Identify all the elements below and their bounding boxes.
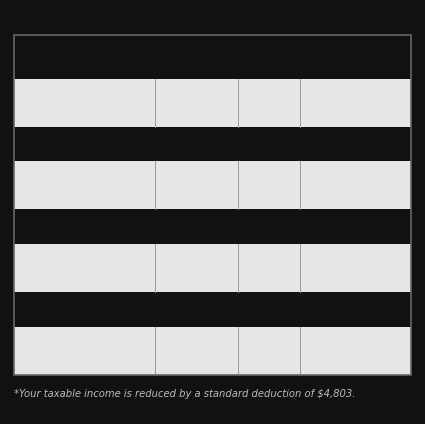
Text: 8%: 8%	[258, 262, 280, 275]
Text: *Your taxable income is reduced by a standard deduction of $4,803.: *Your taxable income is reduced by a sta…	[14, 389, 355, 399]
Text: $511: $511	[338, 179, 372, 192]
Text: 4%: 4%	[258, 179, 280, 192]
Text: $1,022: $1,022	[332, 262, 379, 275]
Bar	[14, 162, 411, 209]
Text: $12,785: $12,785	[169, 179, 224, 192]
Bar	[14, 35, 411, 78]
Text: $9,325: $9,325	[173, 96, 220, 109]
Bar	[14, 78, 411, 126]
Text: $75,197*: $75,197*	[163, 345, 230, 357]
Bar	[14, 244, 411, 292]
Bar	[14, 35, 411, 375]
Text: $48,436 - $61,214: $48,436 - $61,214	[24, 261, 137, 275]
Text: $12,779: $12,779	[169, 262, 224, 275]
Bar	[14, 292, 411, 327]
Text: Total: Total	[24, 345, 60, 357]
Bar	[14, 126, 411, 162]
Bar	[14, 327, 411, 375]
Text: $22,108 - $34,892: $22,108 - $34,892	[24, 179, 136, 192]
Text: $93: $93	[343, 96, 368, 109]
Text: 1%: 1%	[258, 96, 280, 109]
Text: 5.31%: 5.31%	[246, 345, 292, 357]
Text: $0 - $9,325: $0 - $9,325	[24, 95, 88, 109]
Bar	[14, 209, 411, 244]
Text: $3,996: $3,996	[330, 345, 381, 357]
